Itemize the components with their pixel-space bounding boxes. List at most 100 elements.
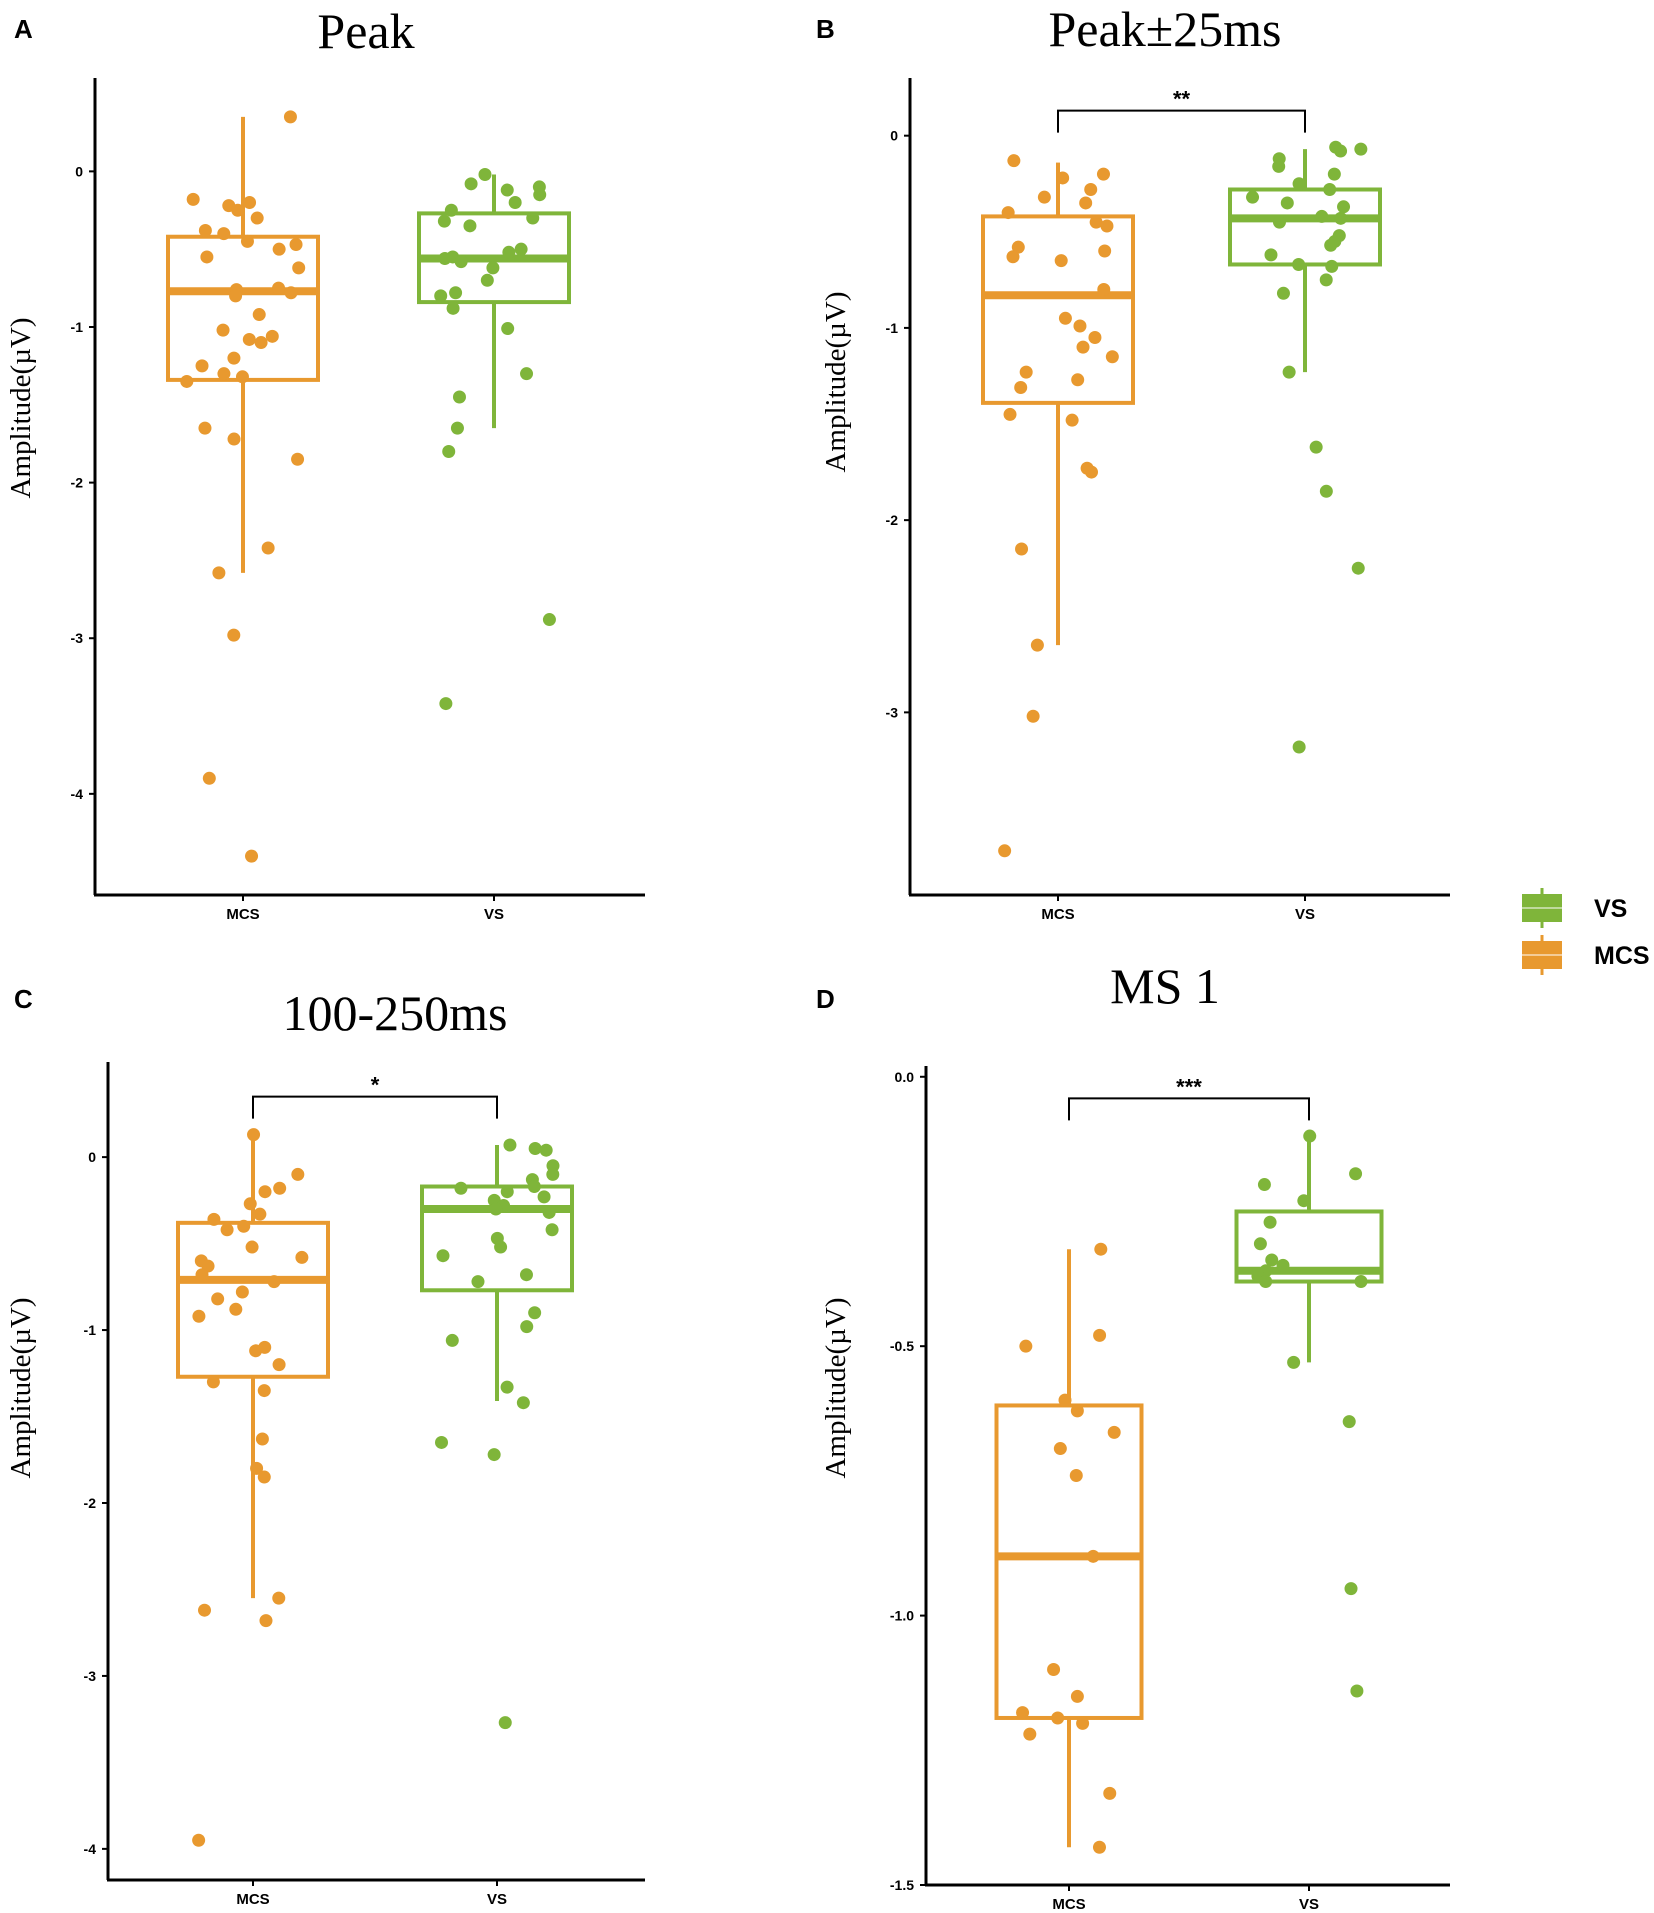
- y-tick-label: 0: [75, 163, 83, 179]
- data-point: [1001, 206, 1015, 220]
- data-point: [1259, 1275, 1273, 1289]
- data-point: [1349, 1167, 1363, 1181]
- data-point: [1287, 1355, 1301, 1369]
- significance-label: *: [371, 1073, 380, 1098]
- x-tick-label: MCS: [236, 1891, 269, 1908]
- data-point: [272, 1358, 286, 1372]
- panel-title: Peak: [317, 3, 414, 59]
- data-point: [1058, 1393, 1072, 1407]
- data-point: [257, 1470, 271, 1484]
- box-iqr: [981, 214, 1135, 405]
- data-point: [1016, 1706, 1030, 1720]
- data-point: [1019, 1339, 1033, 1353]
- y-tick-label: -1.5: [890, 1877, 914, 1893]
- y-tick-label: 0: [890, 128, 898, 144]
- data-point: [180, 374, 194, 388]
- data-point: [500, 183, 514, 197]
- data-point: [252, 308, 266, 322]
- data-point: [1334, 211, 1348, 225]
- data-point: [439, 697, 453, 711]
- data-point: [514, 242, 528, 256]
- data-point: [1093, 1328, 1107, 1342]
- data-point: [227, 351, 241, 365]
- data-point: [198, 224, 212, 238]
- data-point: [1337, 200, 1351, 214]
- data-point: [471, 1275, 485, 1289]
- data-point: [454, 255, 468, 269]
- x-tick-label: VS: [1299, 1896, 1319, 1913]
- data-point: [1065, 413, 1079, 427]
- significance-bracket: *: [252, 1073, 498, 1119]
- data-point: [1292, 177, 1306, 191]
- data-point: [1253, 1237, 1267, 1251]
- points-mcs: [1016, 1242, 1121, 1854]
- data-point: [235, 370, 249, 384]
- data-point: [503, 1138, 517, 1152]
- data-point: [192, 1309, 206, 1323]
- data-point: [1100, 219, 1114, 233]
- data-point: [195, 1268, 209, 1282]
- data-point: [528, 1306, 542, 1320]
- data-point: [480, 273, 494, 287]
- y-tick-label: -1: [84, 1322, 97, 1338]
- data-point: [1030, 638, 1044, 652]
- data-point: [211, 1292, 225, 1306]
- legend-item-mcs: MCS: [1522, 935, 1650, 975]
- significance-bracket: ***: [1068, 1074, 1310, 1121]
- data-point: [186, 192, 200, 206]
- data-point: [1089, 215, 1103, 229]
- data-point: [1264, 248, 1278, 262]
- box-iqr: [994, 1403, 1144, 1720]
- panel-letter: B: [816, 14, 835, 44]
- data-point: [520, 1320, 534, 1334]
- significance-label: ***: [1176, 1074, 1202, 1099]
- data-point: [1351, 561, 1365, 575]
- data-point: [1088, 331, 1102, 345]
- bracket-line: [1057, 109, 1306, 133]
- x-tick-label: VS: [484, 906, 504, 923]
- data-point: [1297, 1194, 1311, 1208]
- data-point: [537, 1190, 551, 1204]
- data-point: [1354, 1275, 1368, 1289]
- data-point: [198, 1603, 212, 1617]
- data-point: [267, 1275, 281, 1289]
- data-point: [435, 1435, 449, 1449]
- data-point: [207, 1212, 221, 1226]
- data-point: [1319, 484, 1333, 498]
- data-point: [436, 1249, 450, 1263]
- data-point: [247, 1128, 261, 1142]
- data-point: [257, 1384, 271, 1398]
- data-point: [192, 1833, 206, 1847]
- data-point: [229, 1302, 243, 1316]
- data-point: [212, 566, 226, 580]
- data-point: [1071, 373, 1085, 387]
- data-point: [1011, 240, 1025, 254]
- y-tick-label: -3: [84, 1668, 97, 1684]
- data-point: [1276, 286, 1290, 300]
- box-iqr: [166, 234, 320, 382]
- data-point: [519, 1268, 533, 1282]
- data-point: [272, 281, 286, 295]
- data-point: [545, 1223, 559, 1237]
- data-point: [508, 195, 522, 209]
- data-point: [1107, 1425, 1121, 1439]
- significance-label: **: [1173, 87, 1191, 112]
- data-point: [284, 286, 298, 300]
- data-point: [1263, 1215, 1277, 1229]
- data-point: [1076, 340, 1090, 354]
- y-tick-label: -2: [886, 512, 899, 528]
- data-point: [1098, 244, 1112, 258]
- data-point: [240, 234, 254, 248]
- data-point: [1076, 1716, 1090, 1730]
- data-point: [202, 771, 216, 785]
- data-point: [289, 238, 303, 252]
- data-point: [1350, 1684, 1364, 1698]
- bracket-line: [252, 1095, 498, 1119]
- box-vs: [420, 1145, 574, 1401]
- points-vs: [1251, 1129, 1368, 1698]
- y-axis-label: Amplitude(µV): [820, 1297, 852, 1478]
- data-point: [452, 390, 466, 404]
- data-point: [1292, 740, 1306, 754]
- panel-title: 100-250ms: [283, 985, 508, 1041]
- panel-d: D MS 1 Amplitude(µV) 0.0 -0.5 -1.0 -1.5 MCS VS **…: [816, 958, 1450, 1913]
